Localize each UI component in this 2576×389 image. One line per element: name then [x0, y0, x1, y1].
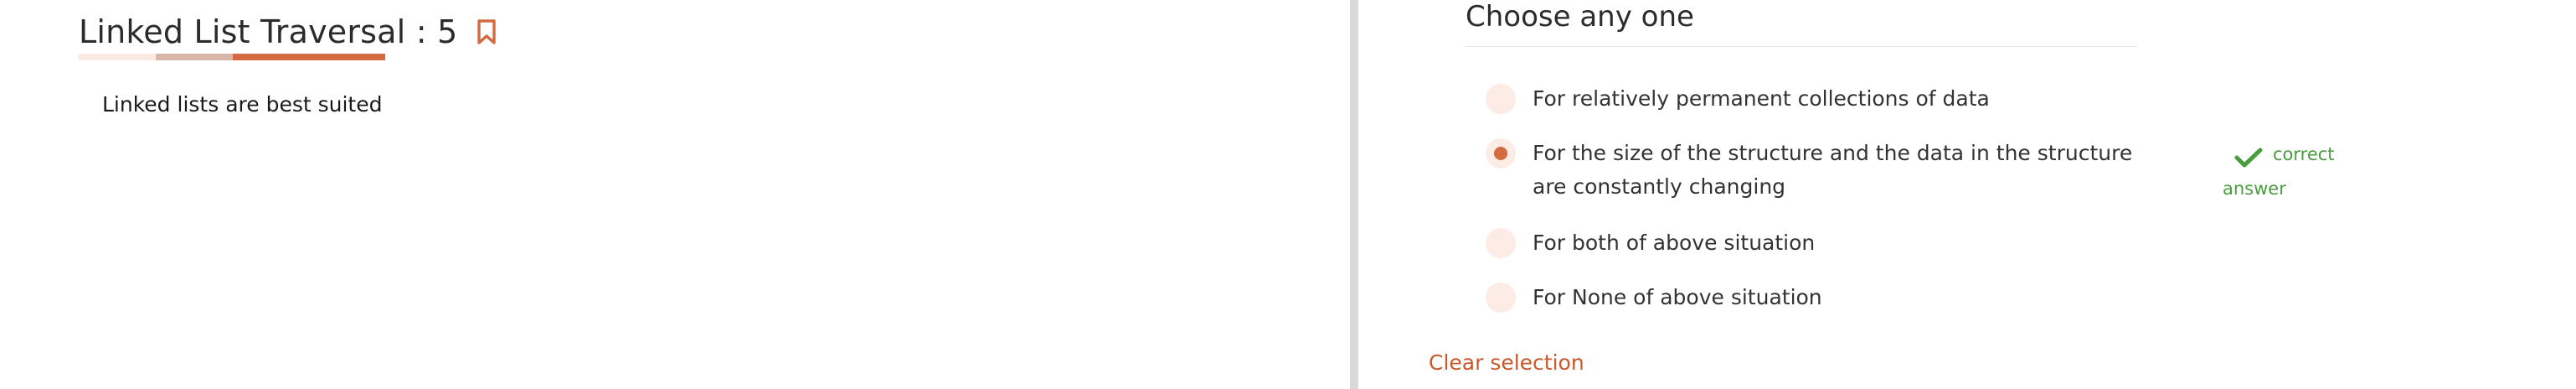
header-divider	[1466, 46, 2137, 47]
radio-button[interactable]	[1486, 283, 1516, 313]
question-title: Linked List Traversal : 5	[79, 13, 458, 50]
answer-option-2[interactable]: For the size of the structure and the da…	[1486, 137, 2152, 204]
checkmark-icon	[2234, 145, 2263, 168]
answer-option-1[interactable]: For relatively permanent collections of …	[1486, 82, 2152, 116]
answer-option-3[interactable]: For both of above situation	[1486, 226, 2152, 260]
answer-option-label: For both of above situation	[1533, 231, 1816, 255]
progress-segment	[233, 54, 385, 60]
answer-panel: Choose any one For relatively permanent …	[1358, 0, 2576, 389]
question-panel: Linked List Traversal : 5 Linked lists a…	[79, 13, 497, 117]
answer-option-4[interactable]: For None of above situation	[1486, 281, 2152, 314]
correct-answer-feedback: correct answer	[2223, 137, 2348, 206]
clear-selection-link[interactable]: Clear selection	[1429, 350, 1584, 375]
radio-button[interactable]	[1486, 84, 1516, 114]
radio-button[interactable]	[1486, 228, 1516, 258]
answer-option-label: For relatively permanent collections of …	[1533, 86, 1990, 111]
choose-header: Choose any one	[1466, 0, 1694, 34]
progress-segment	[79, 54, 156, 60]
panel-divider[interactable]	[1350, 0, 1358, 389]
answer-option-label: For None of above situation	[1533, 285, 1822, 309]
feedback-text-line1: correct	[2273, 144, 2335, 164]
progress-segment	[156, 54, 233, 60]
bookmark-icon[interactable]	[476, 18, 497, 45]
question-text: Linked lists are best suited	[102, 92, 383, 117]
question-header: Linked List Traversal : 5	[79, 13, 497, 50]
question-progress-bar	[79, 54, 385, 60]
answer-option-label: For the size of the structure and the da…	[1533, 141, 2133, 199]
radio-button-selected[interactable]	[1486, 138, 1516, 169]
feedback-text-line2: answer	[2223, 179, 2286, 199]
